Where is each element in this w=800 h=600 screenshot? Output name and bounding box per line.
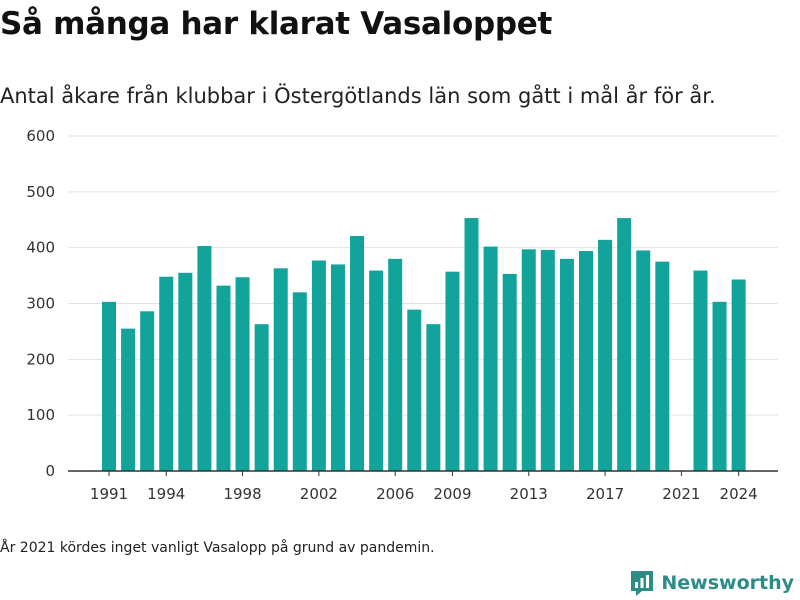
bar-2012 <box>502 273 517 471</box>
x-tick-label: 1994 <box>147 485 185 503</box>
x-tick-label: 2024 <box>720 485 758 503</box>
bar-2022 <box>693 270 708 471</box>
x-tick-label: 2002 <box>300 485 338 503</box>
bar-2011 <box>483 246 498 471</box>
bar-2000 <box>273 268 288 471</box>
y-tick-label: 100 <box>26 406 55 424</box>
gridlines <box>68 135 778 416</box>
footnote: År 2021 kördes inget vanligt Vasalopp på… <box>0 540 435 556</box>
chart-subtitle: Antal åkare från klubbar i Östergötlands… <box>0 84 716 108</box>
bar-1996 <box>197 245 212 471</box>
bar-2023 <box>712 301 727 471</box>
x-tick-label: 2009 <box>433 485 471 503</box>
bar-2015 <box>559 258 574 471</box>
bar-2010 <box>464 218 479 471</box>
y-tick-label: 300 <box>26 295 55 313</box>
x-tick-label: 1991 <box>90 485 128 503</box>
bar-2007 <box>407 309 422 471</box>
bar-2020 <box>655 261 670 471</box>
bar-2024 <box>731 279 746 471</box>
bar-2016 <box>579 251 593 471</box>
brand-name: Newsworthy <box>661 572 794 594</box>
y-tick-label: 500 <box>26 183 55 201</box>
x-tick-label: 2021 <box>662 485 700 503</box>
bar-1993 <box>140 311 155 471</box>
bar-2018 <box>617 218 632 471</box>
x-tick-label: 2013 <box>510 485 548 503</box>
bar-2002 <box>311 260 326 471</box>
bar-1998 <box>235 277 250 471</box>
bar-2013 <box>521 249 536 471</box>
y-axis-tick-labels: 0 100 200 300 400 500 600 <box>26 127 55 480</box>
bar-2017 <box>598 239 613 471</box>
bar-2009 <box>445 271 460 471</box>
newsworthy-icon <box>631 571 654 596</box>
bar-2019 <box>636 250 651 471</box>
bar-2005 <box>369 270 384 471</box>
bar-2001 <box>292 292 307 471</box>
bar-2014 <box>540 249 555 471</box>
y-tick-label: 200 <box>26 350 55 368</box>
chart-title: Så många har klarat Vasaloppet <box>0 6 553 42</box>
y-tick-label: 400 <box>26 239 55 257</box>
bar-2006 <box>388 258 403 471</box>
bar-2004 <box>350 235 365 471</box>
x-tick-label: 1998 <box>223 485 261 503</box>
bar-2008 <box>426 324 441 471</box>
y-tick-label: 600 <box>26 127 55 145</box>
bars <box>102 218 746 471</box>
bar-1992 <box>121 328 136 471</box>
x-tick-label: 2017 <box>586 485 624 503</box>
y-tick-label: 0 <box>45 462 55 480</box>
bar-chart: 0 100 200 300 400 500 600 1991 1994 1998 2002 2006… <box>26 127 778 503</box>
x-axis-tick-labels: 1991 1994 1998 2002 2006 2009 2013 2017 2021 2024 <box>90 471 758 503</box>
bar-1991 <box>102 301 116 471</box>
bar-1999 <box>254 324 269 471</box>
x-tick-label: 2006 <box>376 485 414 503</box>
bar-1994 <box>159 276 174 471</box>
bar-2003 <box>330 264 345 471</box>
bar-1997 <box>216 285 231 471</box>
newsworthy-logo: Newsworthy <box>629 569 794 597</box>
bar-1995 <box>178 272 193 471</box>
